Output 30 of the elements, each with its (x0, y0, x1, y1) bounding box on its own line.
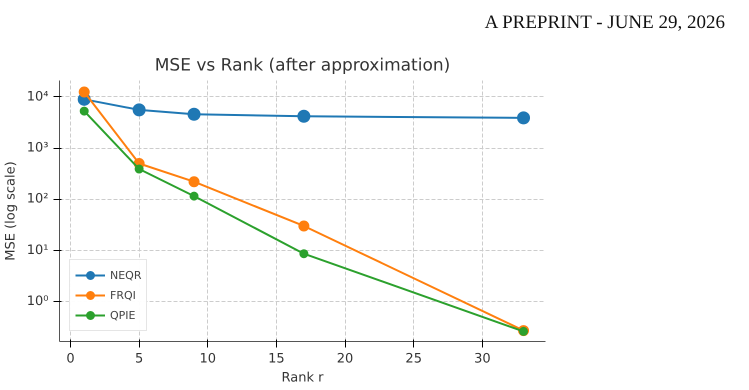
legend-label: FRQI (110, 288, 136, 302)
legend-label: NEQR (110, 268, 142, 282)
point (80, 106, 89, 116)
y-tick-label: 10³ (26, 140, 49, 156)
y-tick-label: 10⁰ (26, 294, 49, 309)
point (134, 164, 144, 174)
x-tick-label: 0 (66, 352, 75, 366)
point (190, 192, 199, 201)
legend-label: QPIE (110, 308, 136, 322)
point (188, 108, 201, 121)
y-tick-label: 10² (26, 192, 49, 207)
x-tick-label: 5 (134, 352, 144, 366)
chart-title: MSE vs Rank (after approximation) (154, 56, 450, 76)
point (298, 220, 310, 232)
x-tick-label: 15 (268, 352, 285, 366)
point (297, 110, 310, 123)
x-tick-label: 20 (336, 352, 354, 366)
point (517, 111, 530, 124)
x-axis-title: Rank r (282, 370, 324, 386)
point (188, 176, 200, 188)
x-tick-label: 25 (405, 352, 422, 366)
y-tick-label: 10⁴ (26, 89, 49, 104)
y-tick-label: 10¹ (26, 242, 49, 258)
x-tick-label: 30 (474, 352, 491, 366)
y-axis-title: MSE (log scale) (4, 161, 19, 261)
point (299, 249, 308, 258)
x-tick-label: 10 (200, 352, 216, 366)
point (78, 86, 90, 98)
point (132, 103, 146, 116)
text: A PREPRINT - JUNE 29, 2026 (484, 11, 725, 35)
